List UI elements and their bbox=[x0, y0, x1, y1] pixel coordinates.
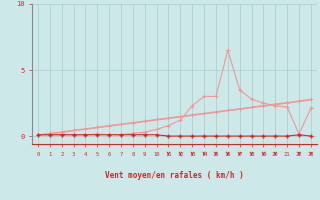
X-axis label: Vent moyen/en rafales ( km/h ): Vent moyen/en rafales ( km/h ) bbox=[105, 171, 244, 180]
